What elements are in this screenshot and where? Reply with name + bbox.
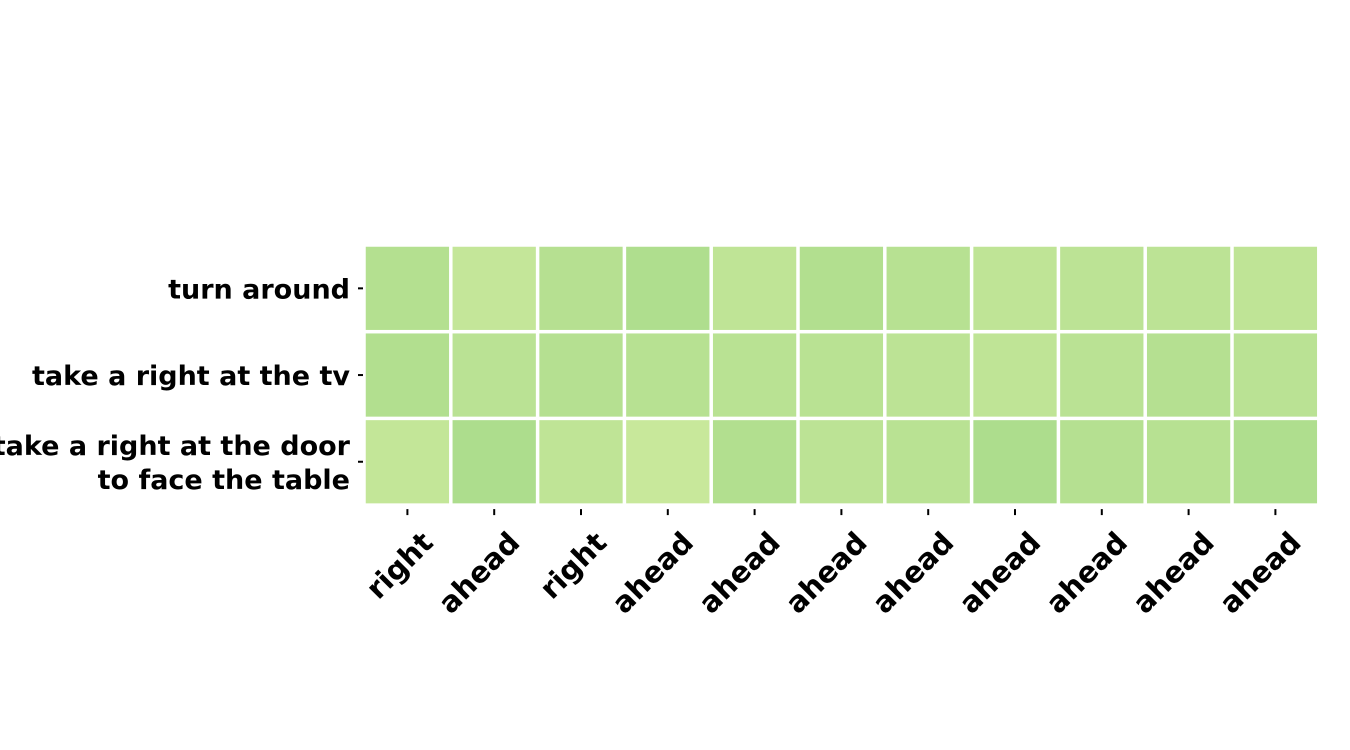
heatmap-cell	[626, 246, 710, 330]
y-tick-label: turn around	[168, 274, 350, 305]
x-tick-label: ahead	[779, 525, 874, 620]
x-tick-label: ahead	[692, 525, 787, 620]
x-tick-label: ahead	[952, 525, 1047, 620]
x-tick-label: ahead	[432, 525, 527, 620]
heatmap-cell	[1146, 420, 1231, 504]
x-tick-label: ahead	[1213, 525, 1308, 620]
heatmap-cell	[539, 333, 623, 417]
heatmap-cell	[712, 246, 797, 330]
x-tick-label: right	[359, 525, 439, 605]
heatmap-cell	[1060, 246, 1144, 330]
heatmap-cell	[886, 246, 970, 330]
x-tick-label: ahead	[1126, 525, 1221, 620]
heatmap-cell	[626, 333, 710, 417]
heatmap-cell	[1233, 246, 1318, 330]
heatmap-cell	[973, 333, 1057, 417]
heatmap-cell	[365, 246, 450, 330]
heatmap-cell	[712, 420, 797, 504]
heatmap-cell	[365, 333, 450, 417]
y-tick-label: to face the table	[98, 465, 350, 496]
heatmap-cell	[539, 246, 623, 330]
heatmap-cell	[365, 420, 450, 504]
heatmap-cell	[1060, 333, 1144, 417]
heatmap-cell	[1060, 420, 1144, 504]
heatmap-cell	[1233, 333, 1318, 417]
heatmap-cell	[712, 333, 797, 417]
x-tick-label: ahead	[866, 525, 961, 620]
heatmap-cell	[1233, 420, 1318, 504]
x-tick-label: ahead	[605, 525, 700, 620]
heatmap-cell	[1146, 246, 1231, 330]
heatmap-cell	[626, 420, 710, 504]
heatmap-cell	[799, 246, 884, 330]
heatmap-cell	[452, 420, 536, 504]
y-axis: turn around take a right at the tv take a …	[0, 274, 363, 496]
heatmap-cell	[452, 333, 536, 417]
heatmap-cells	[365, 246, 1318, 504]
y-tick-label: take a right at the door	[0, 431, 351, 462]
heatmap-cell	[452, 246, 536, 330]
heatmap-cell	[1146, 333, 1231, 417]
heatmap-cell	[886, 420, 970, 504]
heatmap-cell	[799, 333, 884, 417]
y-tick-label: take a right at the tv	[32, 361, 350, 392]
heatmap-cell	[799, 420, 884, 504]
heatmap-cell	[973, 246, 1057, 330]
x-tick-label: right	[533, 525, 613, 605]
heatmap-cell	[539, 420, 623, 504]
heatmap-cell	[973, 420, 1057, 504]
heatmap-cell	[886, 333, 970, 417]
x-tick-label: ahead	[1039, 525, 1134, 620]
